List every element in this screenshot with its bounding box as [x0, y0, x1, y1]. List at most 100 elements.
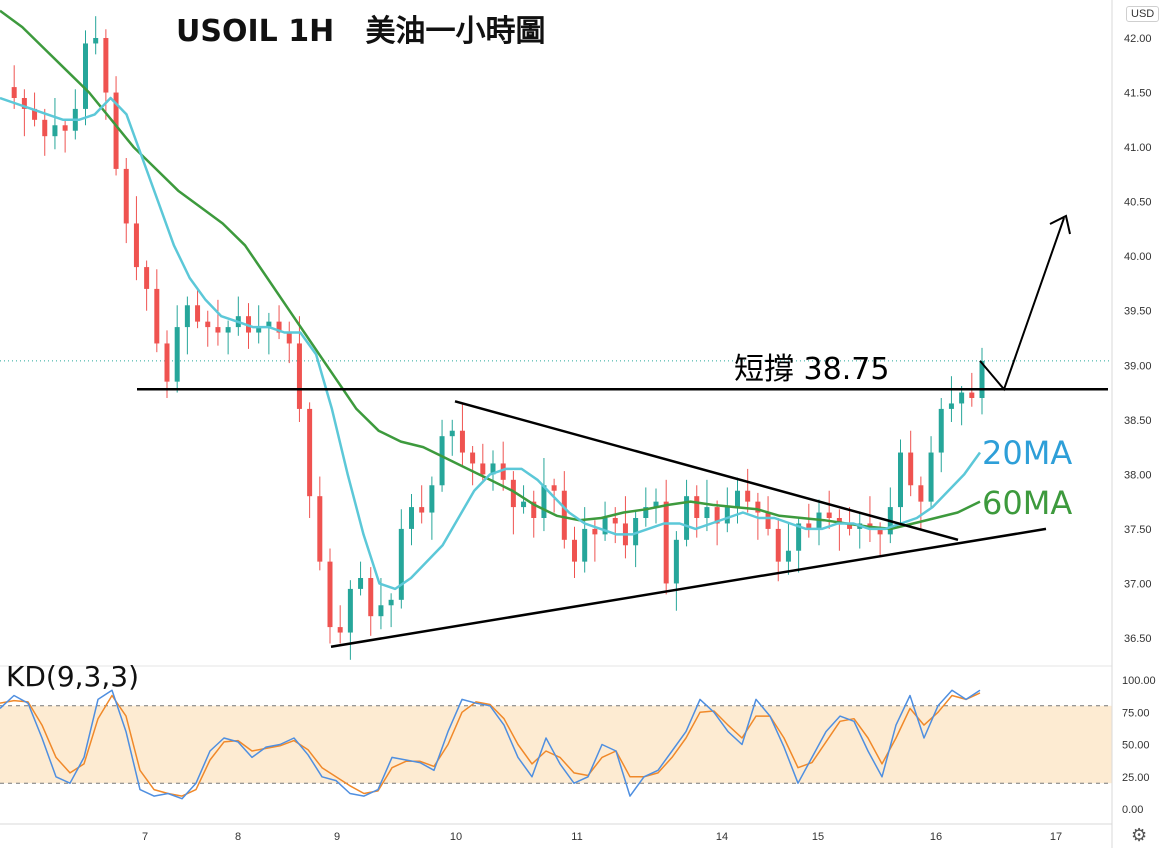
candle-body [531, 501, 537, 518]
candle-body [663, 501, 669, 584]
candle-body [785, 550, 791, 562]
candle-body [123, 168, 129, 224]
ma60-line [0, 9, 981, 531]
ma60-label: 60MA [982, 484, 1073, 522]
candle-body [337, 627, 343, 633]
candle-body [83, 43, 88, 109]
candle-body [480, 463, 486, 475]
price-tick-label: 37.50 [1124, 524, 1152, 536]
candle-body [602, 518, 608, 535]
candle-body [205, 321, 211, 328]
candle-body [847, 523, 853, 529]
gear-icon[interactable]: ⚙ [1131, 825, 1148, 845]
candle-body [806, 523, 812, 529]
candle-body [133, 223, 139, 268]
candle-body [164, 343, 170, 382]
candle-body [796, 523, 802, 551]
candle-body [266, 321, 272, 328]
candle-body [195, 305, 201, 322]
candle-body [612, 518, 618, 524]
candle-body [653, 501, 659, 508]
candle-body [908, 452, 914, 486]
triangle-lower-line [330, 527, 1047, 648]
kd-tick-label: 0.00 [1122, 804, 1143, 816]
price-tick-label: 39.50 [1124, 306, 1152, 318]
candle-body [93, 38, 99, 44]
candle-body [745, 490, 751, 502]
kd-tick-label: 75.00 [1122, 707, 1150, 719]
chart-title: USOIL 1H 美油一小時圖 [176, 14, 546, 49]
kd-tick-label: 25.00 [1122, 772, 1150, 784]
kd-tick-label: 50.00 [1122, 740, 1150, 752]
candle-body [959, 392, 965, 404]
candle-body [317, 496, 323, 562]
candle-body [388, 599, 394, 606]
candle-body [409, 507, 414, 529]
currency-badge[interactable]: USD [1126, 6, 1160, 22]
candle-body [826, 512, 832, 518]
time-tick-label: 11 [571, 831, 582, 843]
candle-body [694, 496, 700, 518]
candle-body [765, 512, 771, 529]
candle-body [215, 327, 221, 333]
candle-body [551, 485, 557, 491]
candle-body [398, 528, 404, 600]
candle-body [898, 452, 903, 508]
candle-body [948, 403, 954, 409]
candle-body [510, 479, 516, 508]
candle-body [572, 539, 577, 562]
candle-body [296, 343, 302, 409]
candle-body [755, 501, 761, 513]
candle-body [225, 327, 231, 333]
price-tick-label: 42.00 [1124, 33, 1152, 45]
candle-body [592, 528, 598, 535]
price-axis [1112, 0, 1167, 848]
time-tick-label: 17 [1050, 831, 1062, 843]
candle-body [938, 408, 944, 453]
price-tick-label: 40.00 [1124, 251, 1152, 263]
ma20-label: 20MA [982, 434, 1073, 472]
candle-body [449, 430, 455, 437]
candle-body [643, 507, 649, 518]
candle-body [378, 605, 384, 617]
candle-body [419, 507, 425, 513]
candle-body [276, 321, 282, 333]
candle-body [32, 108, 38, 120]
price-tick-label: 39.00 [1124, 360, 1152, 372]
candle-body [918, 485, 924, 502]
price-tick-label: 41.50 [1124, 88, 1152, 100]
arrow-head-icon [1049, 214, 1071, 235]
candle-body [42, 119, 48, 137]
time-tick-label: 16 [930, 831, 942, 843]
candle-body [307, 408, 313, 497]
candle-body [184, 305, 190, 328]
candle-body [979, 360, 985, 398]
price-tick-label: 40.50 [1124, 197, 1152, 209]
candle-body [684, 496, 690, 540]
candle-body [735, 490, 740, 508]
price-tick-label: 37.00 [1124, 578, 1152, 590]
candle-body [561, 490, 567, 540]
candle-body [439, 436, 445, 486]
candle-body [928, 452, 934, 502]
candle-body [286, 332, 292, 344]
time-tick-label: 14 [716, 831, 728, 843]
candle-body [52, 125, 58, 137]
kd-d-line [0, 692, 981, 797]
candle-body [775, 528, 781, 562]
candle-body [103, 38, 109, 93]
price-tick-label: 41.00 [1124, 142, 1152, 154]
candle-body [724, 507, 730, 524]
candle-body [113, 92, 119, 169]
breakout-arrow [979, 217, 1065, 392]
candle-body [21, 98, 27, 109]
price-tick-label: 38.00 [1124, 469, 1152, 481]
candle-body [62, 125, 68, 131]
candle-body [541, 485, 547, 518]
candle-body [327, 561, 333, 628]
candle-body [470, 452, 476, 464]
candle-body [582, 528, 588, 562]
candle-body [144, 267, 150, 289]
candle-body [969, 392, 975, 398]
